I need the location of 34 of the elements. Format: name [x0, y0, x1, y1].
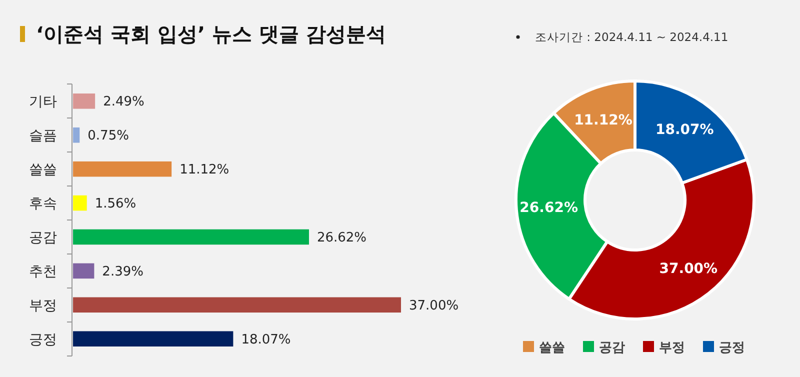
data-label: 2.49%: [103, 94, 144, 110]
legend-label: 쓸쓸: [539, 340, 565, 356]
y-tick-label: 공감: [29, 230, 57, 246]
bar: [73, 263, 94, 279]
bar: [73, 161, 172, 177]
chart-title: ‘이준석 국회 입성’ 뉴스 댓글 감성분석: [36, 22, 386, 46]
bar: [73, 127, 80, 143]
data-label: 11.12%: [574, 112, 632, 128]
bar: [73, 331, 234, 346]
data-label: 0.75%: [88, 128, 129, 144]
data-label: 37.00%: [659, 260, 718, 277]
data-label: 37.00%: [409, 298, 459, 314]
y-tick-label: 슬픔: [29, 128, 57, 144]
legend-label: 부정: [659, 340, 685, 356]
data-label: 11.12%: [180, 162, 230, 178]
y-tick-label: 부정: [29, 298, 57, 314]
bar: [73, 94, 96, 109]
bar: [73, 297, 401, 313]
bar: [73, 195, 87, 211]
data-label: 18.07%: [241, 332, 291, 348]
data-label: 18.07%: [656, 122, 714, 138]
y-tick-label: 추천: [29, 264, 57, 280]
data-label: 1.56%: [94, 196, 136, 212]
y-tick-label: 기타: [29, 94, 57, 110]
data-label: 2.39%: [102, 264, 144, 280]
y-tick-label: 긍정: [29, 332, 57, 348]
y-tick-label: 후속: [29, 196, 57, 212]
bar: [73, 229, 309, 245]
legend-label: 공감: [599, 340, 625, 356]
y-tick-label: 쓸쓸: [29, 162, 57, 178]
data-label: 26.62%: [520, 200, 578, 216]
legend-label: 긍정: [719, 340, 745, 356]
text: 조사기간 : 2024.4.11 ~ 2024.4.11: [535, 30, 728, 44]
data-label: 26.62%: [316, 230, 367, 246]
